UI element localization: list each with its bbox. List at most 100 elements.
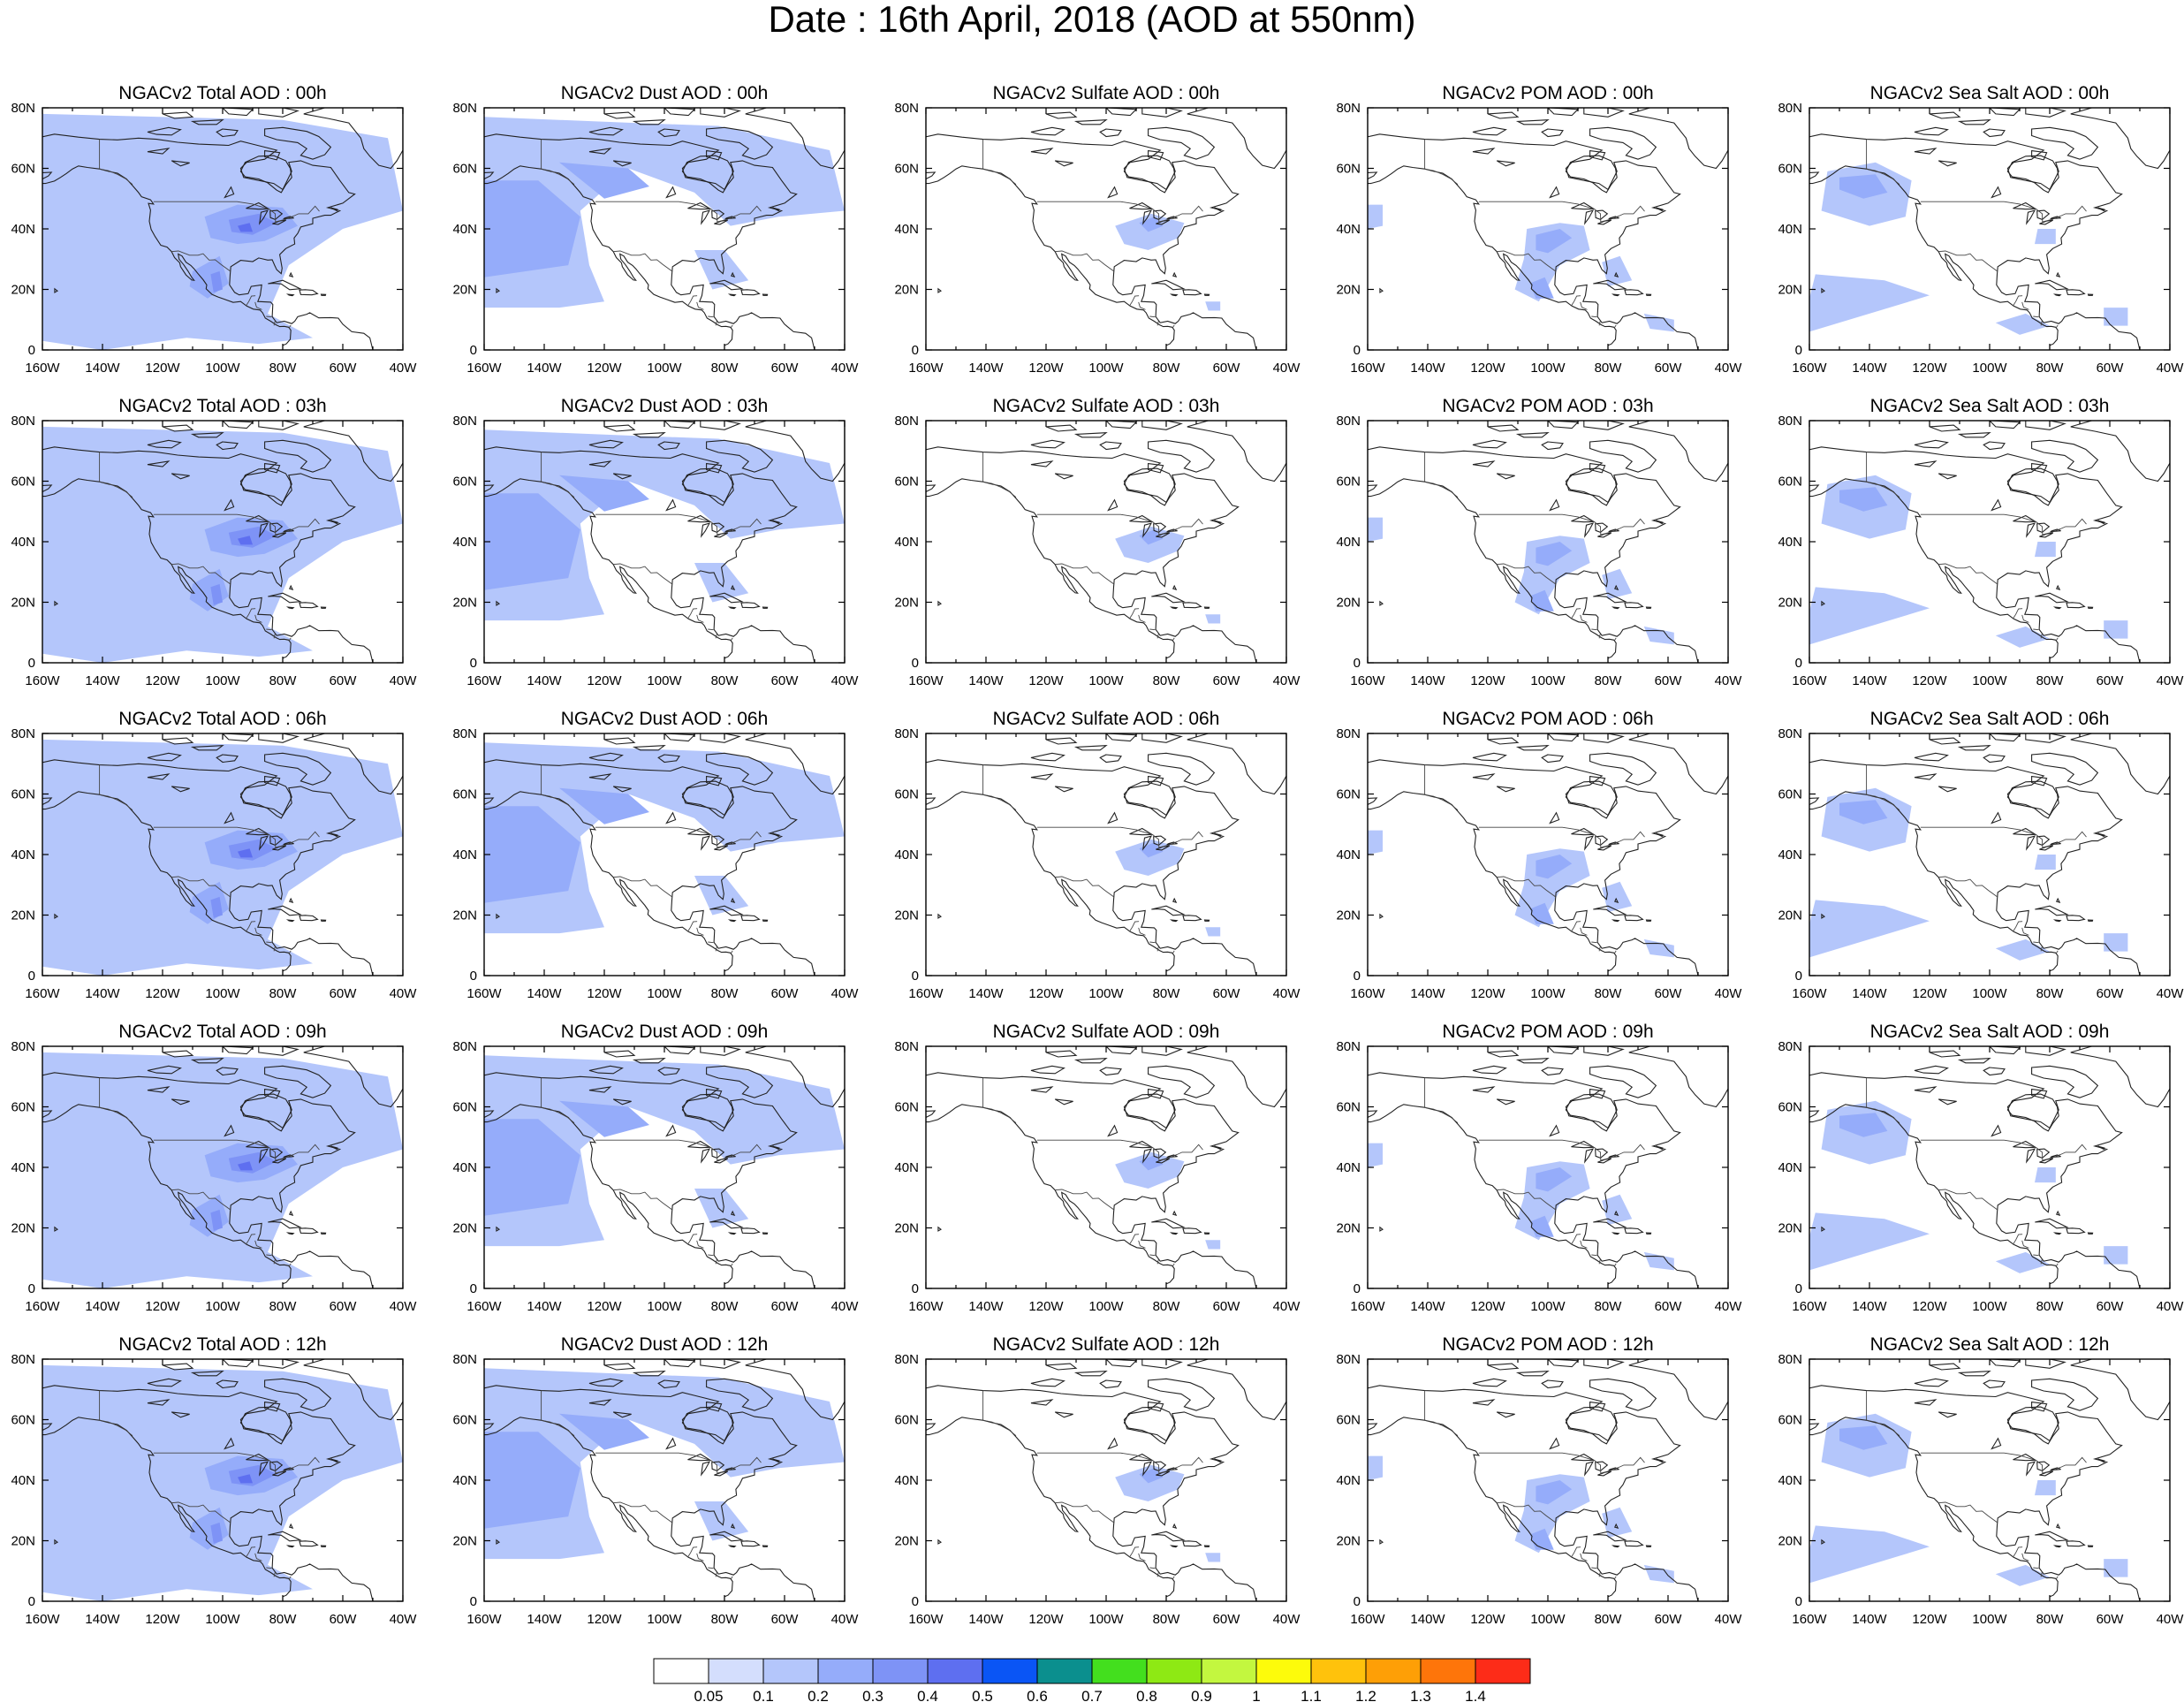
country-border [2055, 637, 2059, 642]
lake-outline [1991, 811, 2002, 824]
country-border [99, 168, 133, 186]
x-tick-label: 100W [1088, 1612, 1124, 1627]
island-coastline [772, 207, 780, 212]
island-coastline [740, 1540, 761, 1547]
country-border [715, 321, 717, 326]
x-tick-label: 80W [1153, 673, 1181, 688]
aod-contour [2104, 1246, 2128, 1265]
aod-contour [42, 806, 169, 939]
x-tick-label: 140W [968, 673, 1004, 688]
lake-outline [1914, 1399, 1938, 1406]
country-border [1129, 1546, 1140, 1558]
x-tick-label: 80W [1153, 1299, 1181, 1314]
lake-outline [714, 219, 728, 225]
country-border [696, 301, 704, 310]
island-coastline [162, 111, 194, 119]
island-coastline [162, 1363, 194, 1371]
y-tick-label: 0 [1795, 343, 1802, 358]
lake-outline [1472, 460, 1496, 467]
lake-outline [1595, 1461, 1609, 1472]
hudson-bay-coastline [1123, 467, 1176, 506]
lake-outline [1153, 209, 1167, 221]
island-coastline [1589, 462, 1606, 474]
colorbar-label: 0.1 [753, 1688, 774, 1702]
island-coastline [772, 1458, 780, 1463]
island-coastline [2066, 289, 2086, 296]
lake-outline [2050, 1154, 2061, 1159]
lake-outline [588, 460, 612, 467]
colorbar-label: 0.9 [1191, 1688, 1212, 1702]
country-border [612, 250, 673, 272]
panel-title: NGACv2 Dust AOD : 12h [561, 1334, 769, 1355]
y-tick-label: 0 [470, 656, 477, 671]
y-tick-label: 0 [28, 656, 35, 671]
hudson-bay-coastline [1123, 780, 1176, 819]
island-coastline [1929, 1050, 1961, 1058]
greenland-coastline [745, 1046, 845, 1108]
island-coastline [1929, 111, 1961, 119]
y-tick-label: 60N [1336, 1413, 1361, 1428]
island-coastline [1547, 108, 1580, 117]
island-coastline [264, 1378, 332, 1411]
island-coastline [1589, 149, 1606, 161]
x-tick-label: 100W [1530, 673, 1566, 688]
country-border [2055, 324, 2059, 329]
map-panel-r4-c3: NGACv2 POM AOD : 12h 160W 140W 120W 100W 80W 6… [1336, 1334, 1742, 1627]
x-tick-label: 100W [205, 1299, 240, 1314]
island-coastline [1045, 111, 1078, 119]
country-border [1172, 950, 1175, 954]
island-coastline [1989, 421, 2021, 429]
island-coastline [1099, 441, 1122, 451]
aod-contour [559, 475, 649, 512]
lake-outline [1472, 773, 1496, 780]
island-coastline [330, 1145, 338, 1151]
island-coastline [1148, 149, 1164, 161]
island-coastline [2066, 602, 2086, 609]
country-border [1149, 315, 1156, 318]
island-coastline [1914, 439, 1949, 449]
aod-contour [2035, 542, 2056, 558]
island-coastline [1169, 919, 1179, 923]
country-border [1920, 201, 2087, 223]
coastline [1368, 759, 1699, 976]
map-plot-area [1368, 108, 1728, 350]
lake-outline [665, 811, 677, 824]
aod-contour [2104, 620, 2128, 639]
island-coastline [1589, 1401, 1606, 1412]
map-plot-area [926, 1359, 1286, 1601]
y-tick-label: 60N [11, 162, 35, 177]
x-tick-label: 80W [711, 1299, 739, 1314]
island-coastline [762, 606, 769, 609]
x-tick-label: 160W [1350, 673, 1385, 688]
lake-outline [1595, 835, 1609, 847]
lake-outline [700, 835, 711, 851]
lake-outline [714, 1470, 728, 1477]
island-coastline [1583, 1046, 1625, 1056]
x-tick-label: 100W [647, 361, 682, 376]
island-coastline [1203, 919, 1210, 922]
lake-outline [1938, 160, 1957, 167]
island-coastline [1583, 421, 1625, 430]
map-panel-r4-c4: NGACv2 Sea Salt AOD : 12h 160W 140W 120W 100… [1778, 1334, 2184, 1627]
country-border [730, 1576, 733, 1580]
lake-outline [2050, 841, 2061, 846]
country-border [1613, 324, 1617, 329]
island-coastline [496, 913, 501, 919]
island-coastline [1487, 424, 1520, 432]
country-border [2055, 1576, 2059, 1580]
y-tick-label: 80N [894, 101, 919, 116]
coastline [484, 759, 815, 976]
island-coastline [190, 1371, 224, 1377]
x-tick-label: 120W [1912, 1612, 1947, 1627]
island-coastline [147, 439, 182, 449]
lake-outline [588, 773, 612, 780]
island-coastline [1148, 462, 1164, 474]
island-coastline [299, 915, 319, 922]
y-tick-label: 20N [1336, 283, 1361, 298]
map-plot-area [926, 108, 1286, 350]
island-coastline [1614, 584, 1619, 590]
lake-outline [711, 209, 725, 221]
map-plot-area [484, 421, 845, 663]
y-tick-label: 60N [1778, 162, 1802, 177]
y-tick-label: 60N [452, 1100, 477, 1115]
